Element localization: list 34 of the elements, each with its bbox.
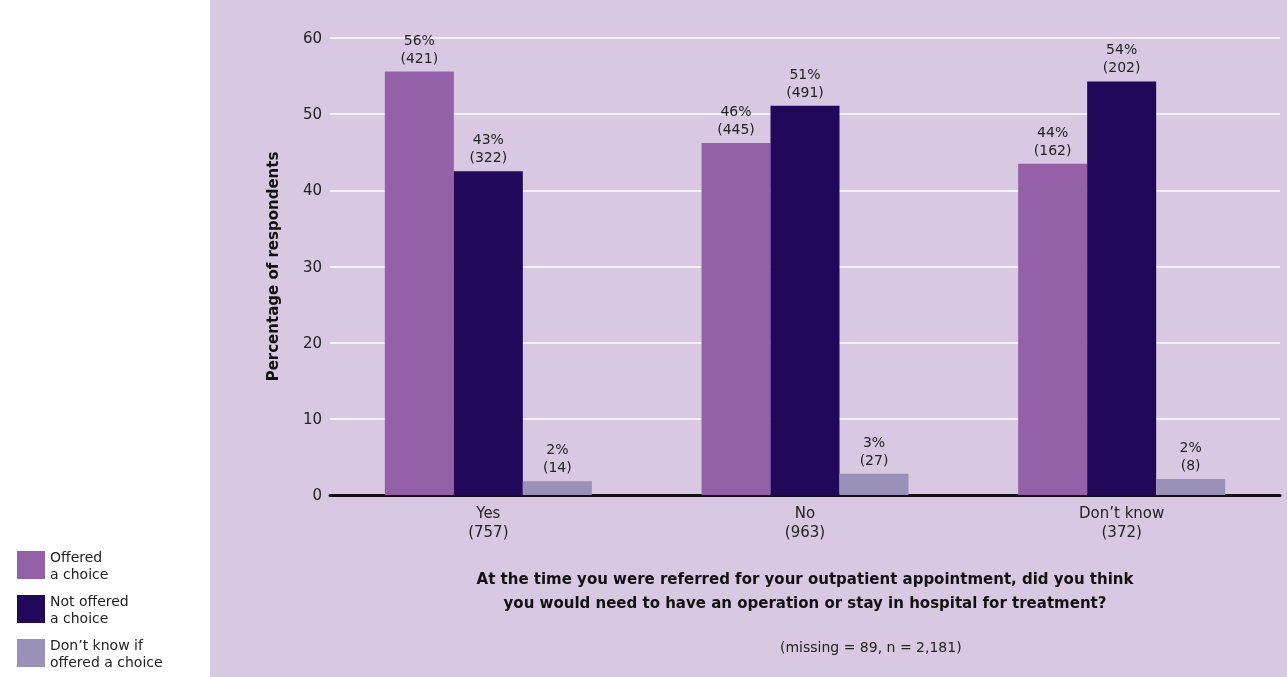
data-label: 3% (27) (859, 433, 889, 468)
bar (522, 481, 592, 495)
x-tick-label: Yes (757) (468, 503, 509, 541)
data-label: 46% (445) (717, 103, 755, 138)
y-tick-label: 10 (302, 409, 322, 428)
x-tick-label: Don’t know (372) (1079, 503, 1165, 541)
y-tick-label: 40 (302, 181, 322, 200)
legend-label: Offered a choice (50, 548, 109, 582)
legend-label: Not offered a choice (50, 592, 129, 626)
bar (1087, 81, 1157, 495)
data-label: 56% (421) (400, 31, 439, 66)
y-tick-label: 20 (302, 333, 322, 352)
data-label: 2% (8) (1179, 439, 1202, 474)
bar (770, 105, 840, 495)
data-label: 44% (162) (1033, 123, 1072, 158)
x-axis-title: At the time you were referred for your outpatient appointment, did you think you would need to have an operation or stay in hospital for treatment? (476, 570, 1135, 612)
bar (701, 143, 771, 495)
y-axis-title: Percentage of respondents (263, 151, 282, 382)
text: (missing = 89, n = 2,181) (780, 639, 962, 655)
bar (453, 171, 523, 495)
bar (839, 473, 909, 495)
bar (384, 71, 454, 495)
bar (1018, 163, 1088, 495)
data-label: 2% (14) (542, 441, 572, 476)
y-tick-label: 60 (302, 29, 322, 47)
x-tick-label: No (963) (784, 503, 826, 541)
y-tick-label: 0 (312, 486, 322, 504)
data-label: 43% (322) (469, 131, 508, 166)
legend-label: Don’t know if offered a choice (50, 636, 163, 670)
data-label: 54% (202) (1102, 41, 1141, 76)
bar (1156, 479, 1226, 495)
y-tick-label: 50 (302, 105, 322, 124)
data-label: 51% (491) (786, 65, 824, 100)
y-tick-label: 30 (302, 257, 322, 276)
